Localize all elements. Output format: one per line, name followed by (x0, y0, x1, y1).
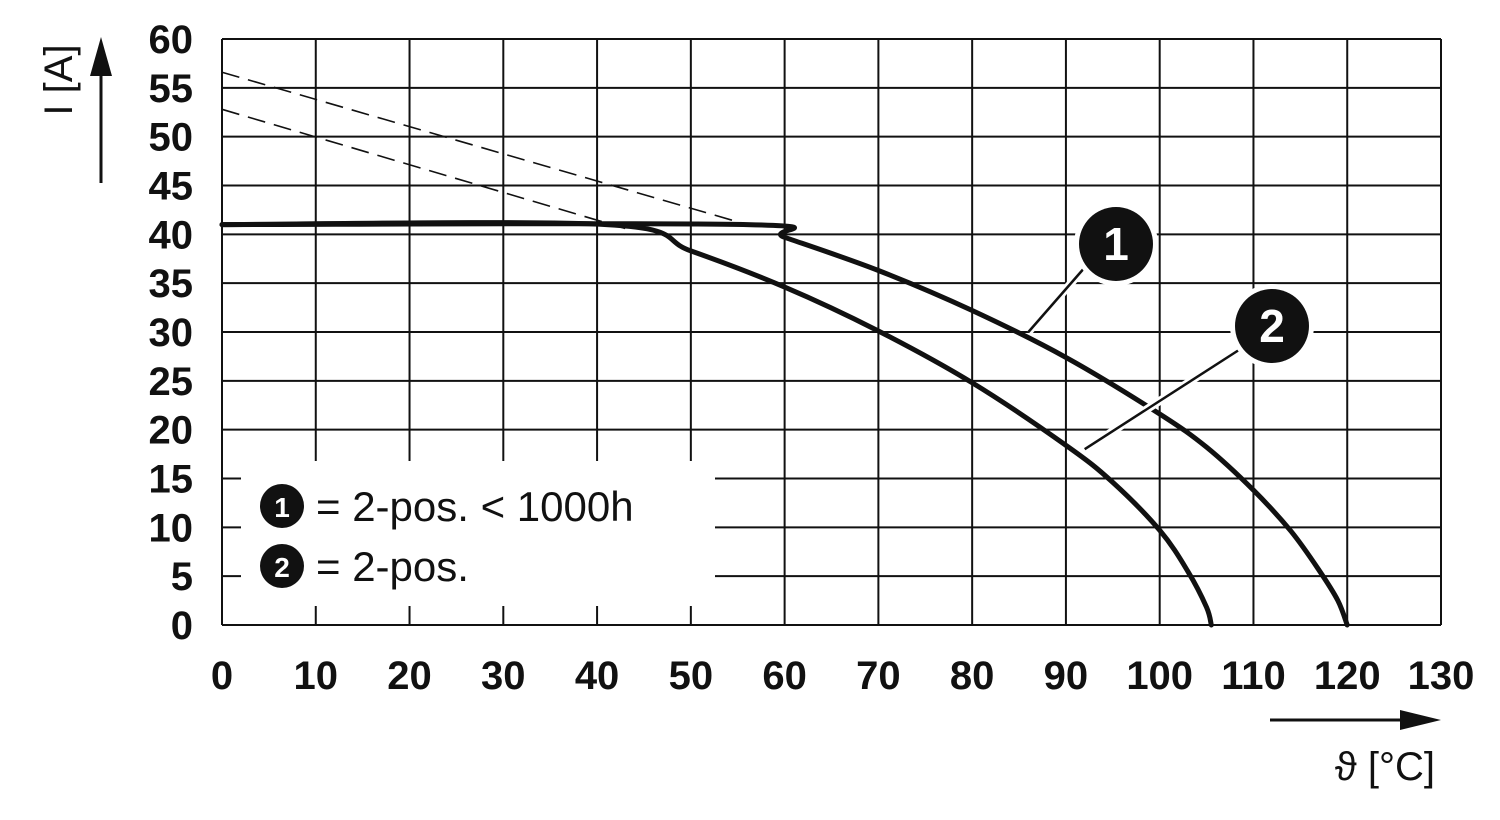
y-tick-label-30: 30 (149, 311, 194, 355)
y-tick-label-25: 25 (149, 360, 194, 404)
callout-2-badge (1235, 289, 1309, 363)
x-tick-label-60: 60 (762, 654, 807, 698)
y-axis-title: I [A] (37, 37, 112, 183)
callout-2-label: 2 (1259, 300, 1285, 352)
y-tick-label-45: 45 (149, 165, 194, 209)
y-tick-label-55: 55 (149, 67, 194, 111)
x-tick-labels: 0 10 20 30 40 50 60 70 80 90 100 110 120 130 (211, 654, 1475, 698)
callout-1-label: 1 (1103, 218, 1129, 270)
legend-marker-1 (260, 484, 304, 528)
legend-marker-2 (260, 544, 304, 588)
grid (221, 38, 1442, 626)
y-tick-label-0: 0 (171, 604, 193, 648)
series-2-line (219, 220, 1214, 628)
legend-marker-2-label: 2 (274, 552, 290, 583)
legend-label-2: = 2-pos. (316, 543, 469, 590)
extrapolation-lines (221, 71, 748, 230)
x-tick-label-40: 40 (575, 654, 620, 698)
x-tick-label-20: 20 (387, 654, 432, 698)
legend-entry-2: 2 = 2-pos. (260, 543, 469, 590)
x-tick-label-120: 120 (1314, 654, 1381, 698)
legend-marker-1-label: 1 (274, 492, 290, 523)
callout-1-leader (1027, 265, 1087, 333)
y-tick-label-60: 60 (149, 18, 194, 62)
y-tick-label-35: 35 (149, 262, 194, 306)
x-axis-label: ϑ [°C] (1335, 745, 1435, 789)
y-tick-label-10: 10 (149, 506, 194, 550)
y-axis-arrow-head (90, 37, 112, 76)
y-tick-label-40: 40 (149, 213, 194, 257)
x-tick-label-70: 70 (856, 654, 901, 698)
series-lines (219, 220, 1350, 628)
y-tick-label-15: 15 (149, 458, 194, 502)
callout-2-leader (1084, 346, 1243, 451)
x-tick-label-110: 110 (1221, 654, 1286, 698)
x-tick-label-90: 90 (1044, 654, 1089, 698)
x-tick-label-30: 30 (481, 654, 526, 698)
x-tick-label-0: 0 (211, 654, 233, 698)
y-tick-label-50: 50 (149, 116, 194, 160)
x-tick-label-50: 50 (669, 654, 714, 698)
series-1-line (219, 221, 1350, 628)
legend-box (241, 461, 715, 606)
x-axis-arrow-head (1400, 710, 1441, 730)
y-axis-label: I [A] (37, 44, 81, 115)
series-callouts: 12 (1025, 202, 1314, 453)
x-axis-title: ϑ [°C] (1270, 710, 1441, 789)
x-tick-label-100: 100 (1126, 654, 1193, 698)
legend-entry-1: 1 = 2-pos. < 1000h (260, 483, 634, 530)
legend-label-1: = 2-pos. < 1000h (316, 483, 634, 530)
y-tick-label-20: 20 (149, 409, 194, 453)
y-tick-label-5: 5 (171, 555, 193, 599)
callout-1-badge (1079, 207, 1153, 281)
x-tick-label-10: 10 (294, 654, 339, 698)
legend: 1 = 2-pos. < 1000h 2 = 2-pos. (241, 461, 715, 606)
series-1-extrapolation (221, 71, 748, 226)
x-tick-label-80: 80 (950, 654, 995, 698)
x-tick-label-130: 130 (1408, 654, 1475, 698)
series-2-extrapolation (221, 108, 626, 230)
